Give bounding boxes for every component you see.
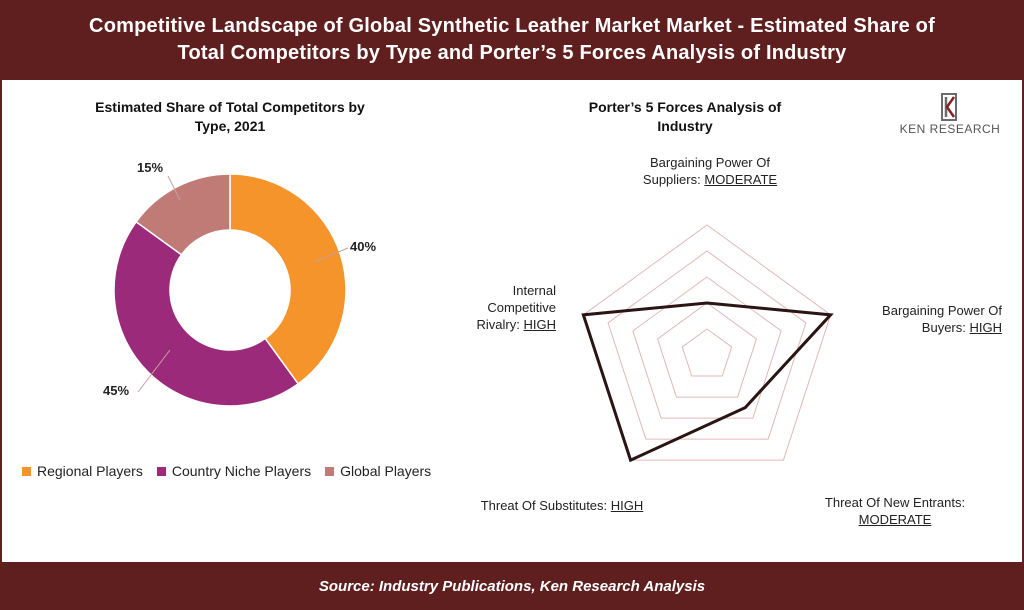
header-title-line-1: Competitive Landscape of Global Syntheti… [89,15,935,37]
header-title-line-2: Total Competitors by Type and Porter’s 5… [177,42,847,64]
radar-label-rivalry: Internal Competitive Rivalry: HIGH [446,282,556,333]
radar-axis-suppliers-name: Bargaining Power Of Suppliers: [642,155,770,187]
donut-title-line-1: Estimated Share of Total Competitors by [95,99,365,115]
legend-label-country-niche: Country Niche Players [171,463,312,479]
legend-item-global: Global Players [325,463,431,479]
radar-grid-ring [632,276,782,419]
content-frame [0,80,1024,562]
legend-swatch-regional [22,466,31,476]
radar-axis-buyers-level: HIGH [969,320,1003,335]
radar-axis-suppliers-level: MODERATE [704,172,778,187]
page-header: Competitive Landscape of Global Syntheti… [0,0,1024,80]
donut-label-global: 15% [137,160,164,175]
leader-line-country-niche [137,349,171,393]
radar-label-substitutes: Threat Of Substitutes: HIGH [452,497,672,514]
radar-axis-rivalry-name: Internal Competitive Rivalry: [476,283,556,332]
donut-slice-country-niche [113,220,300,407]
legend-label-regional: Regional Players [37,463,143,479]
radar-axis-substitutes-level: HIGH [610,498,644,513]
legend-swatch-country-niche [156,466,166,476]
donut-legend: Regional Players Country Niche Players G… [22,463,431,479]
legend-swatch-global [325,466,335,476]
leader-line-global [167,175,181,201]
radar-axis-rivalry-level: HIGH [523,317,557,332]
radar-grid-ring [681,328,733,377]
donut-slice-global [135,173,231,256]
radar-title-line-1: Porter’s 5 Forces Analysis of [588,99,782,115]
ken-research-logo: KEN RESEARCH [880,92,1020,138]
donut-title-line-2: Type, 2021 [194,118,266,134]
radar-chart-title: Porter’s 5 Forces Analysis of Industry [560,98,810,136]
radar-series-line [581,301,834,463]
radar-axis-new-entrants-name: Threat Of New Entrants: [824,495,966,510]
radar-label-new-entrants: Threat Of New Entrants: MODERATE [800,494,990,528]
legend-item-regional: Regional Players [22,463,143,479]
radar-label-buyers: Bargaining Power Of Buyers: HIGH [862,302,1002,336]
logo-text: KEN RESEARCH [899,122,1001,136]
donut-label-country-niche: 45% [103,383,130,398]
radar-title-line-2: Industry [657,118,713,134]
radar-label-suppliers: Bargaining Power Of Suppliers: MODERATE [630,154,790,188]
donut-chart-title: Estimated Share of Total Competitors by … [40,98,420,136]
legend-item-country-niche: Country Niche Players [156,463,312,479]
radar-grid-ring [582,224,832,461]
donut-slice-regional [229,173,347,385]
page-footer: Source: Industry Publications, Ken Resea… [0,562,1024,610]
radar-axis-new-entrants-level: MODERATE [858,512,932,527]
ken-research-k-icon [941,93,957,121]
source-text: Source: Industry Publications, Ken Resea… [318,577,706,595]
leader-line-regional [313,247,349,263]
donut-label-regional: 40% [350,239,377,254]
radar-grid-ring [656,302,758,398]
radar-axis-substitutes-name: Threat Of Substitutes: [480,498,608,513]
legend-label-global: Global Players [340,463,432,479]
radar-axis-buyers-name: Bargaining Power Of Buyers: [882,303,1002,335]
